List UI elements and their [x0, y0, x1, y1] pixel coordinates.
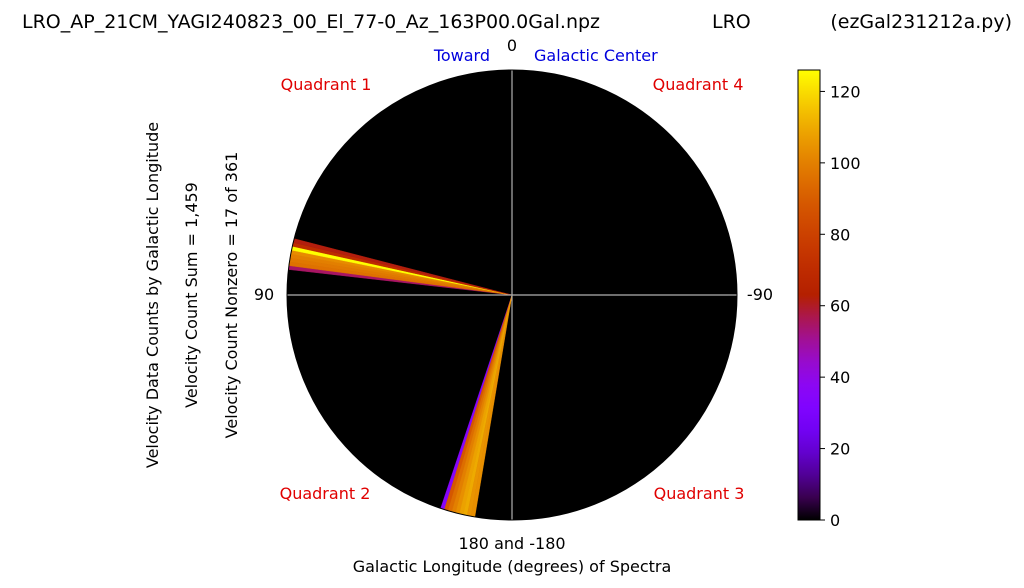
colorbar-gradient — [797, 69, 821, 521]
colorbar-tick-label: 60 — [830, 297, 850, 316]
ylabel-line-2: Velocity Count Sum = 1,459 — [182, 182, 201, 408]
angle-label-top: 0 — [507, 36, 517, 55]
galactic-center-label: Galactic Center — [534, 46, 658, 65]
colorbar-tick-label: 80 — [830, 225, 850, 244]
colorbar-tick-label: 120 — [830, 82, 861, 101]
quadrant-2-label: Quadrant 2 — [280, 484, 371, 503]
ylabel-line-3: Velocity Count Nonzero = 17 of 361 — [222, 152, 241, 439]
colorbar-tick-label: 40 — [830, 368, 850, 387]
header-filename: LRO_AP_21CM_YAGI240823_00_El_77-0_Az_163… — [22, 11, 600, 33]
colorbar-tick-label: 20 — [830, 440, 850, 459]
angle-label-bottom: 180 and -180 — [458, 534, 565, 553]
toward-label: Toward — [433, 46, 490, 65]
polar-outline — [286, 69, 738, 521]
quadrant-3-label: Quadrant 3 — [654, 484, 745, 503]
wedge-layer — [288, 238, 513, 518]
colorbar-tick-label: 100 — [830, 154, 861, 173]
quadrant-4-label: Quadrant 4 — [653, 75, 744, 94]
colorbar-ticks: 0 20 40 60 80 100 120 — [820, 82, 861, 530]
colorbar-tick-label: 0 — [830, 511, 840, 530]
quadrant-1-label: Quadrant 1 — [281, 75, 372, 94]
angle-label-right: -90 — [747, 285, 773, 304]
x-axis-label: Galactic Longitude (degrees) of Spectra — [353, 557, 672, 576]
header-site: LRO — [712, 11, 751, 33]
polar-plot — [286, 69, 738, 521]
colorbar: 0 20 40 60 80 100 120 — [797, 69, 861, 530]
angle-label-left: 90 — [254, 285, 274, 304]
ylabel-line-1: Velocity Data Counts by Galactic Longitu… — [143, 122, 162, 468]
header-program: (ezGal231212a.py) — [830, 11, 1012, 33]
